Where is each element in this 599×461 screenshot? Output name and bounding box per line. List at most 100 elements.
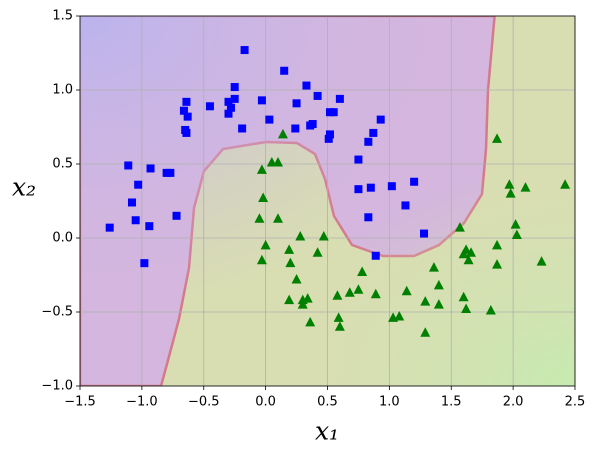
point-square — [257, 96, 266, 105]
x-tick-label: 1.0 — [379, 395, 400, 410]
point-triangle — [466, 247, 477, 257]
x-tick-label: −0.5 — [188, 395, 220, 410]
x-tick-label: −1.0 — [126, 395, 158, 410]
point-square — [302, 81, 311, 90]
point-square — [366, 183, 375, 192]
point-triangle — [394, 310, 405, 321]
point-triangle — [258, 192, 269, 203]
point-triangle — [560, 179, 571, 189]
point-triangle — [254, 213, 265, 223]
x-tick-label: 1.5 — [441, 395, 462, 410]
point-square — [226, 103, 235, 112]
y-tick-label: 0.5 — [52, 157, 73, 172]
point-square — [306, 121, 315, 130]
point-triangle — [332, 290, 343, 300]
point-triangle — [454, 222, 465, 232]
point-square — [183, 112, 192, 121]
y-tick-label: −0.5 — [41, 305, 73, 320]
x-tick-label: 0.5 — [317, 395, 338, 410]
point-triangle — [458, 291, 469, 302]
point-triangle — [318, 231, 329, 241]
point-triangle — [295, 231, 306, 241]
point-triangle — [428, 262, 439, 272]
y-tick-label: 1.5 — [52, 9, 73, 24]
y-tick-label: −1.0 — [41, 379, 73, 394]
point-triangle — [344, 287, 355, 297]
point-square — [364, 137, 373, 146]
point-square — [230, 83, 239, 92]
point-triangle — [305, 316, 316, 327]
point-square — [134, 180, 143, 189]
point-square — [127, 198, 136, 207]
point-square — [376, 115, 385, 124]
point-triangle — [461, 303, 472, 314]
point-square — [166, 168, 175, 177]
x-tick-label: 2.0 — [503, 395, 524, 410]
point-triangle — [492, 239, 503, 250]
point-square — [401, 201, 410, 210]
point-triangle — [505, 188, 516, 198]
point-square — [224, 97, 233, 106]
point-square — [146, 164, 155, 173]
point-triangle — [401, 285, 412, 296]
point-square — [179, 106, 188, 115]
point-square — [410, 177, 419, 186]
point-triangle — [284, 294, 295, 305]
point-triangle — [256, 254, 267, 265]
point-triangle — [520, 182, 531, 192]
point-triangle — [285, 257, 296, 268]
point-triangle — [273, 157, 283, 167]
point-square — [313, 91, 322, 100]
x-tick-label: 2.5 — [565, 395, 586, 410]
point-square — [182, 97, 191, 106]
point-square — [145, 222, 154, 231]
point-square — [140, 259, 149, 268]
point-square — [105, 223, 114, 232]
point-square — [324, 134, 333, 143]
point-triangle — [458, 248, 469, 259]
point-square — [354, 155, 363, 164]
point-triangle — [357, 266, 368, 277]
point-triangle — [291, 273, 302, 284]
point-triangle — [492, 133, 503, 143]
point-square — [205, 102, 214, 111]
point-square — [230, 94, 239, 103]
point-square — [172, 211, 181, 220]
point-square — [329, 108, 338, 117]
point-triangle — [492, 259, 503, 269]
points — [105, 46, 571, 337]
point-square — [420, 229, 429, 238]
x-axis-label: x₁ — [315, 417, 339, 446]
point-triangle — [420, 296, 431, 306]
point-square — [124, 161, 133, 170]
y-axis-label: x₂ — [12, 173, 36, 202]
point-triangle — [312, 247, 323, 257]
point-square — [291, 124, 300, 133]
point-triangle — [463, 254, 474, 265]
point-triangle — [284, 244, 295, 254]
point-triangle — [433, 299, 444, 309]
point-triangle — [260, 239, 271, 250]
point-triangle — [511, 229, 522, 240]
point-square — [369, 128, 378, 137]
y-tick-label: 0.0 — [52, 231, 73, 246]
point-square — [265, 115, 274, 124]
point-triangle — [333, 312, 344, 322]
point-triangle — [256, 164, 267, 174]
point-triangle — [353, 284, 364, 294]
point-triangle — [302, 293, 313, 303]
y-tick-label: 1.0 — [52, 83, 73, 98]
point-triangle — [420, 327, 431, 337]
point-square — [240, 46, 249, 55]
point-square — [325, 130, 334, 139]
point-square — [182, 128, 191, 137]
point-square — [335, 94, 344, 103]
point-square — [387, 182, 396, 191]
point-triangle — [536, 256, 547, 266]
point-triangle — [510, 219, 521, 229]
point-triangle — [370, 288, 381, 299]
point-square — [131, 216, 140, 225]
point-triangle — [433, 279, 444, 290]
point-triangle — [334, 321, 345, 331]
